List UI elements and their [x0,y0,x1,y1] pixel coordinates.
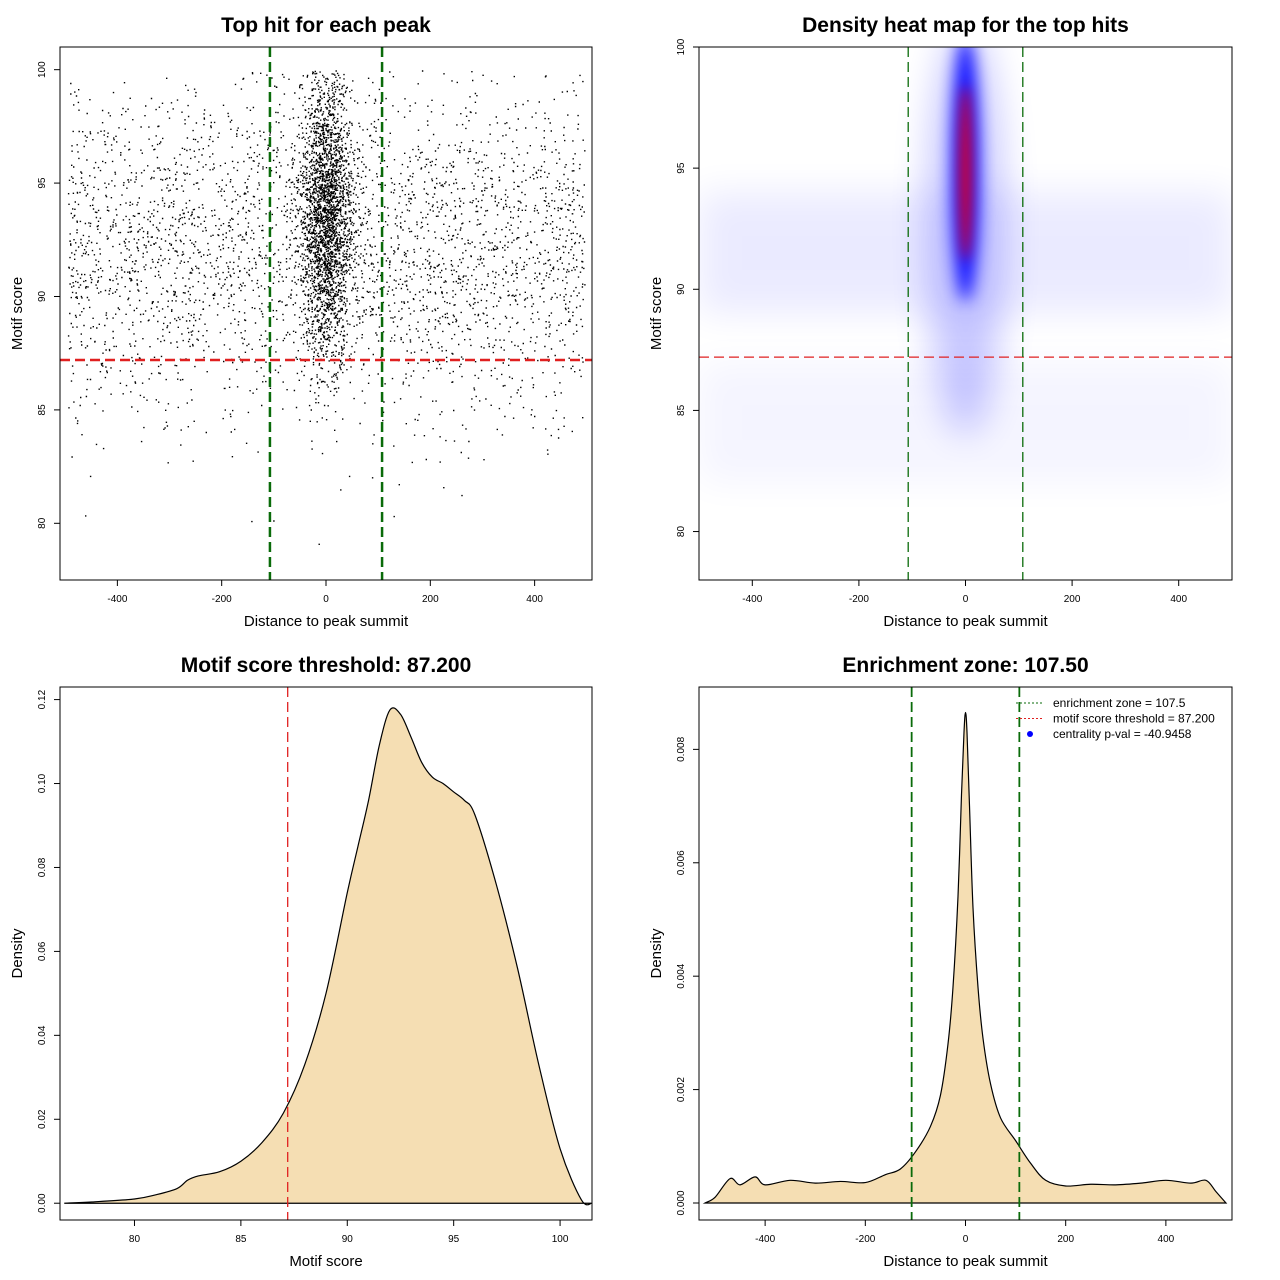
x-tick-label: 400 [1158,1234,1175,1245]
x-axis-label: Distance to peak summit [244,613,409,630]
x-axis-label: Distance to peak summit [883,613,1048,630]
chart-title: Top hit for each peak [221,14,431,37]
y-tick-label: 95 [37,177,48,189]
legend-entry: centrality p-val = -40.9458 [1053,727,1192,741]
legend: enrichment zone = 107.5 motif score thres… [1016,696,1215,741]
y-tick-label: 0.04 [37,1025,48,1045]
y-tick-label: 0.008 [676,736,687,761]
chart-title: Motif score threshold: 87.200 [181,654,472,677]
x-tick-label: 400 [526,594,543,605]
legend-entry: enrichment zone = 107.5 [1053,696,1186,710]
density-line [64,707,592,1206]
x-tick-label: -200 [855,1234,875,1245]
x-tick-label: 0 [323,594,329,605]
panel-4-axes: Enrichment zone: 107.50 Distance to peak … [648,654,1175,1270]
y-tick-label: 0.08 [37,857,48,877]
y-axis-label: Density [648,928,665,979]
x-tick-label: 0 [963,594,969,605]
heatmap [699,47,1232,580]
y-tick-label: 0.00 [37,1193,48,1213]
panel-1-axes: Top hit for each peak Distance to peak su… [9,14,543,630]
y-tick-label: 0.000 [676,1190,687,1215]
y-tick-label: 100 [676,38,687,55]
x-tick-label: 200 [1064,594,1081,605]
density-curve [702,687,1228,1220]
x-tick-label: -400 [107,594,127,605]
x-tick-label: 400 [1170,594,1187,605]
data-points [67,70,586,546]
y-tick-label: 100 [37,61,48,78]
y-tick-label: 0.002 [676,1077,687,1102]
density-fill [705,712,1226,1203]
heatmap-peak [959,85,972,261]
chart-title: Enrichment zone: 107.50 [842,654,1088,677]
x-tick-label: -400 [755,1234,775,1245]
y-axis-label: Motif score [648,277,665,350]
y-tick-label: 80 [676,526,687,538]
y-axis-label: Density [9,928,26,979]
x-tick-label: -200 [212,594,232,605]
panel-3-axes: Motif score threshold: 87.200 Motif score… [9,654,569,1270]
chart-title: Density heat map for the top hits [802,14,1129,37]
y-tick-label: 90 [676,283,687,295]
density-line [702,711,1228,1204]
x-tick-label: 0 [963,1234,969,1245]
scatter-points [60,47,592,580]
x-tick-label: 85 [235,1234,247,1245]
legend-entry: motif score threshold = 87.200 [1053,712,1215,726]
plot-frame [59,686,593,1221]
x-tick-label: 200 [422,594,439,605]
y-tick-label: 0.06 [37,941,48,961]
y-tick-label: 0.12 [37,689,48,709]
x-tick-label: 95 [448,1234,460,1245]
y-tick-label: 85 [37,404,48,416]
density-fill [64,707,592,1205]
y-tick-label: 80 [37,517,48,529]
y-tick-label: 0.02 [37,1109,48,1129]
y-axis-label: Motif score [9,277,26,350]
y-tick-label: 0.006 [676,850,687,875]
y-tick-label: 85 [676,404,687,416]
x-tick-label: 80 [129,1234,141,1245]
x-tick-label: -400 [742,594,762,605]
y-tick-label: 95 [676,162,687,174]
x-tick-label: 200 [1057,1234,1074,1245]
legend-point-marker [1027,731,1033,737]
x-tick-label: -200 [849,594,869,605]
panel-2-axes: Density heat map for the top hits Distanc… [648,14,1187,630]
x-tick-label: 90 [342,1234,354,1245]
y-tick-label: 0.004 [676,963,687,988]
x-tick-label: 100 [552,1234,569,1245]
y-tick-label: 90 [37,290,48,302]
x-axis-label: Motif score [289,1253,362,1270]
density-curve [64,687,592,1220]
x-axis-label: Distance to peak summit [883,1253,1048,1270]
y-tick-label: 0.10 [37,773,48,793]
